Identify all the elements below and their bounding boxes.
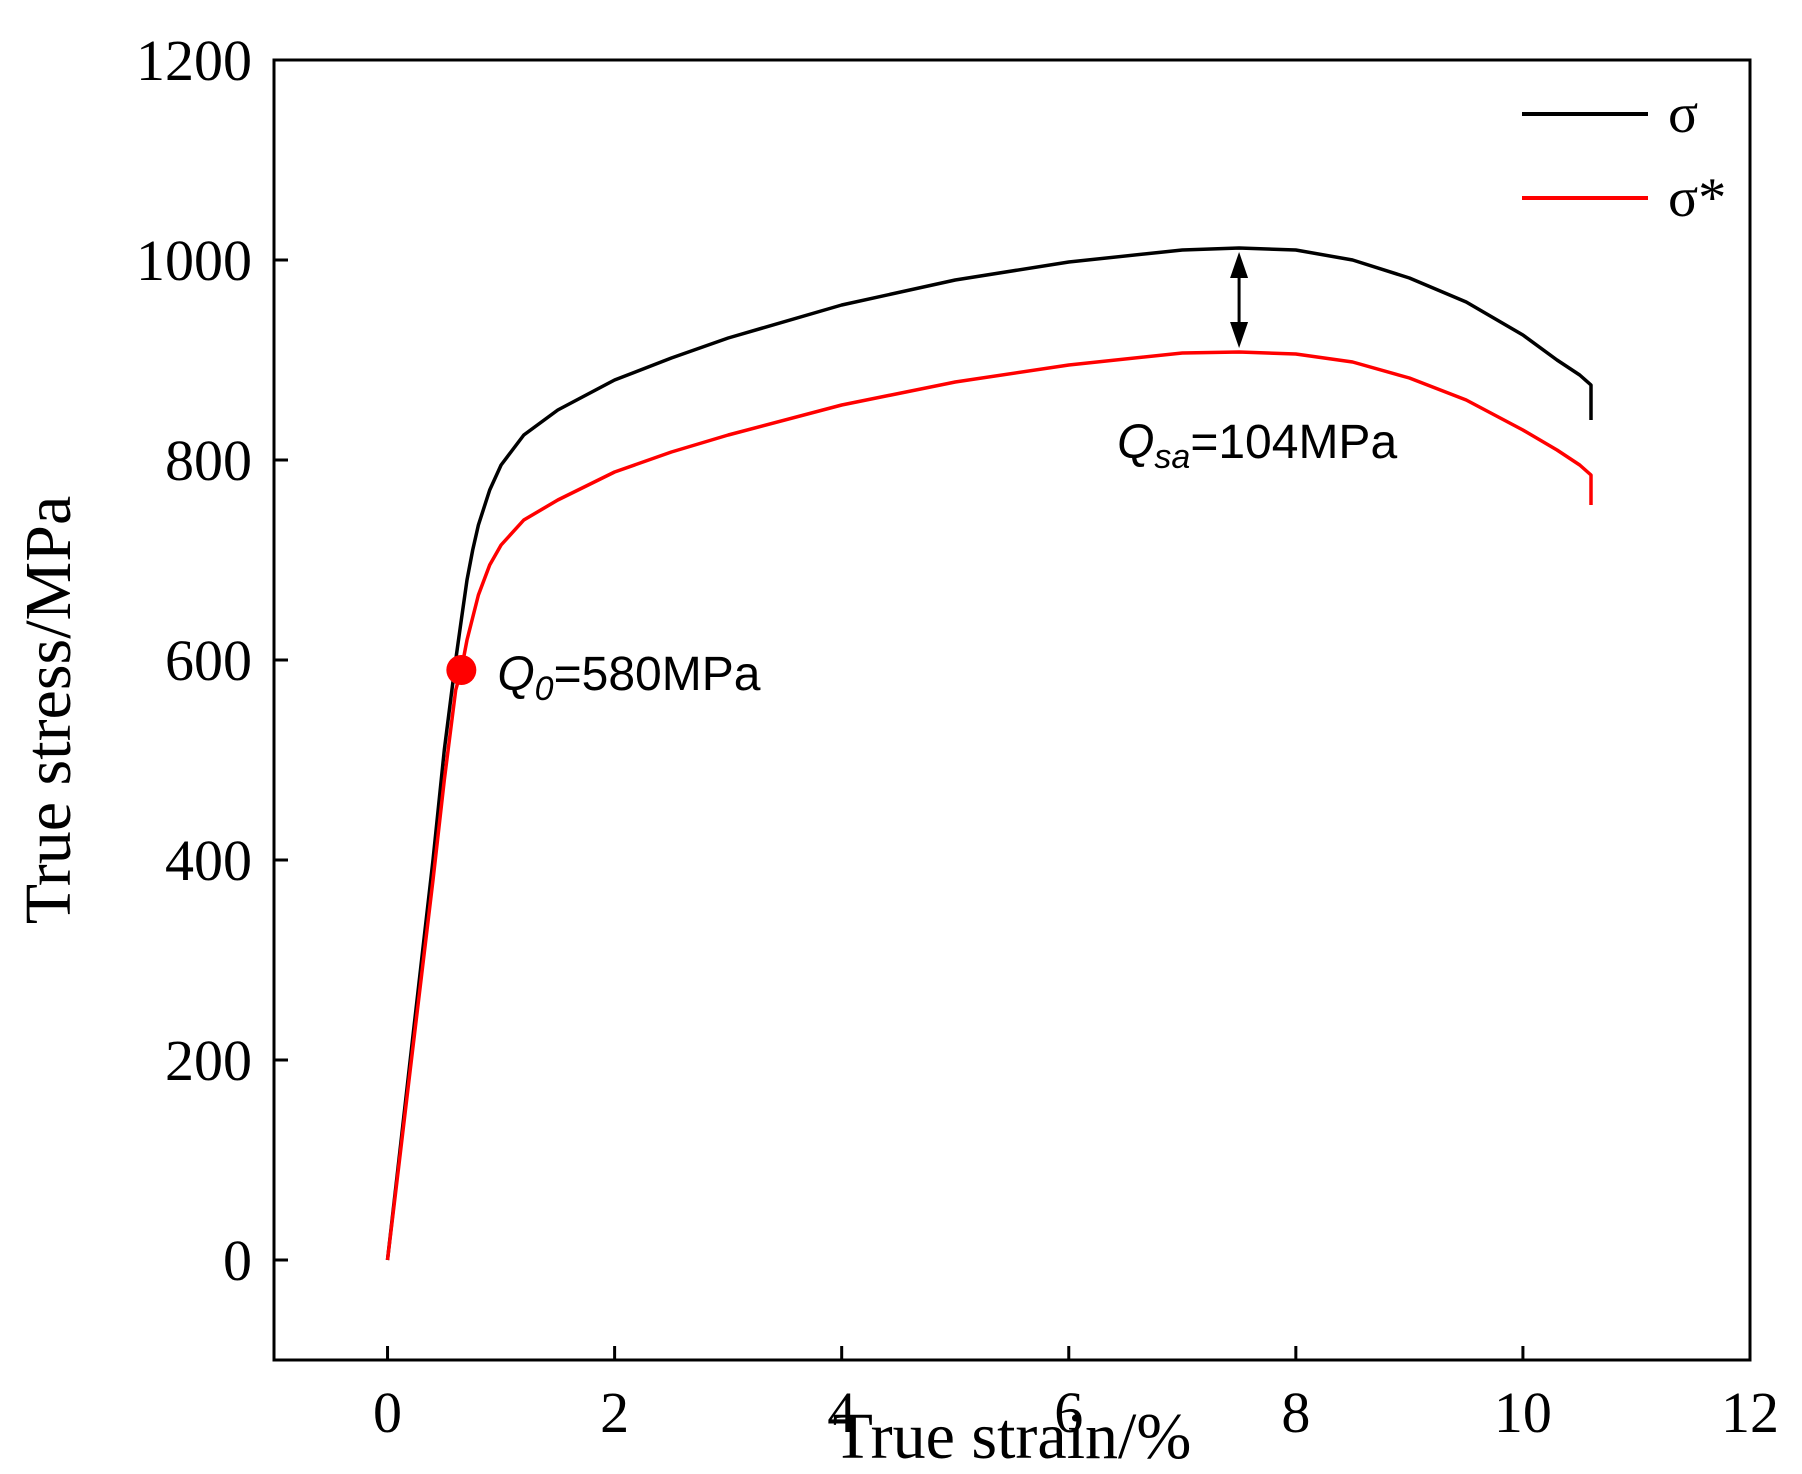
x-tick-label: 8 <box>1281 1380 1310 1445</box>
x-axis-title: True strain/% <box>833 1400 1192 1473</box>
qsa-label-main: Q <box>1117 416 1154 469</box>
y-tick-label: 600 <box>165 628 252 693</box>
y-tick-label: 0 <box>223 1228 252 1293</box>
y-axis-title: True stress/MPa <box>12 496 85 924</box>
legend: σ σ* <box>1522 83 1726 229</box>
q0-marker <box>446 655 477 685</box>
series-line-sigma <box>385 246 1593 1261</box>
y-tick-label: 800 <box>165 428 252 493</box>
y-tick-label: 1200 <box>136 28 252 93</box>
x-tick-label: 2 <box>600 1380 629 1445</box>
y-tick-label: 1000 <box>136 228 252 293</box>
qsa-arrow-head-top <box>1230 252 1249 278</box>
legend-label-sigma-star: σ* <box>1668 167 1726 229</box>
qsa-label: Qsa=104MPa <box>1117 416 1397 476</box>
qsa-arrow-head-bottom <box>1230 322 1249 348</box>
series-layer <box>385 246 1593 1261</box>
y-tick-label: 400 <box>165 828 252 893</box>
series-line-sigma-star <box>385 350 1593 1261</box>
y-tick-label: 200 <box>165 1028 252 1093</box>
x-tick-label: 6 <box>1054 1380 1083 1445</box>
qsa-label-sub: sa <box>1154 438 1190 476</box>
x-tick-label: 4 <box>827 1380 856 1445</box>
q0-label-rest: =580MPa <box>554 648 761 701</box>
annotation-q0: Q0=580MPa <box>446 648 761 708</box>
y-axis-ticks: 0 200 400 600 800 1000 1200 <box>136 28 288 1293</box>
legend-label-sigma: σ <box>1668 83 1698 145</box>
x-axis-ticks: 0 2 4 6 8 10 12 <box>373 1346 1779 1445</box>
x-tick-label: 10 <box>1494 1380 1552 1445</box>
annotation-qsa: Qsa=104MPa <box>1117 252 1397 476</box>
q0-label: Q0=580MPa <box>497 648 760 708</box>
qsa-label-rest: =104MPa <box>1190 416 1397 469</box>
plot-frame <box>272 58 1752 1362</box>
x-tick-label: 12 <box>1721 1380 1779 1445</box>
q0-label-sub: 0 <box>535 670 554 708</box>
q0-label-main: Q <box>497 648 534 701</box>
x-tick-label: 0 <box>373 1380 402 1445</box>
